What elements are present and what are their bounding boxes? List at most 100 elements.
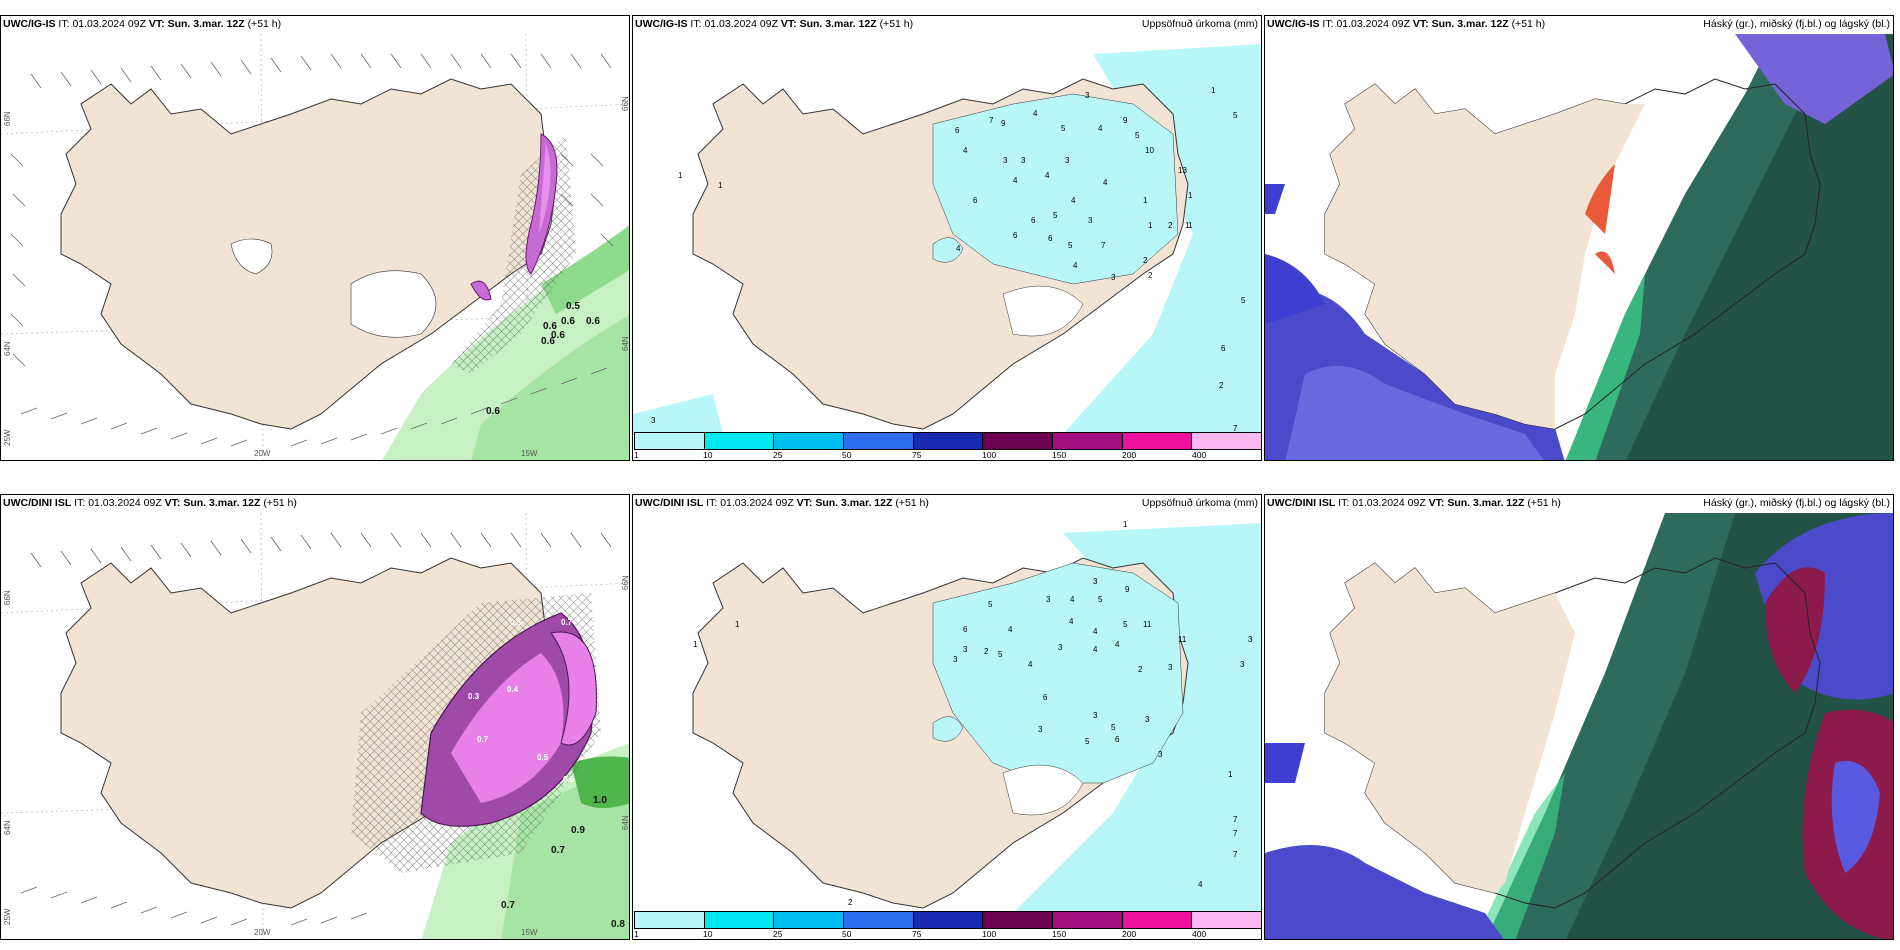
colorbar-label: 50	[842, 929, 852, 939]
lon-label: 20W	[254, 928, 271, 937]
colorbar-label: 25	[773, 929, 783, 939]
precip-value: 2	[1138, 665, 1143, 674]
precip-value: 1	[1188, 191, 1193, 200]
precip-value: 5	[1135, 131, 1140, 140]
lat-label: 66N	[621, 96, 630, 111]
precip-value: 2	[1219, 381, 1224, 390]
panel-ig-wind: UWC/IG-IS IT: 01.03.2024 09Z VT: Sun. 3.…	[0, 15, 630, 461]
lat-label: 64N	[621, 336, 630, 351]
colorbar-label: 75	[912, 450, 922, 460]
precip-value: 3	[1093, 577, 1098, 586]
precip-value: 2	[984, 647, 989, 656]
value-label: 0.3	[468, 692, 480, 701]
value-label: 0.6	[586, 316, 600, 327]
panel-dini-precip: UWC/DINI ISL IT: 01.03.2024 09Z VT: Sun.…	[632, 494, 1262, 940]
precip-value: 1	[1211, 86, 1216, 95]
precip-value: 5	[1053, 211, 1058, 220]
iceland-land	[60, 557, 557, 909]
precip-value: 4	[1069, 617, 1074, 626]
colorbar-label: 25	[773, 450, 783, 460]
colorbar: 1 10 25 50 75 100 150 200 400	[633, 432, 1261, 460]
precip-value: 1	[735, 620, 740, 629]
lat-label: 25W	[3, 429, 12, 446]
colorbar-label: 1	[634, 929, 639, 939]
precip-value: 4	[1033, 109, 1038, 118]
precip-value: 6	[1043, 693, 1048, 702]
panel-dini-clouds: UWC/DINI ISL IT: 01.03.2024 09Z VT: Sun.…	[1264, 494, 1894, 940]
colorbar-label: 75	[912, 929, 922, 939]
lat-label: 66N	[621, 575, 630, 590]
precip-value: 3	[1021, 156, 1026, 165]
precip-value: 1	[1228, 770, 1233, 779]
precip-value: 3	[1085, 91, 1090, 100]
lon-label: 15W	[521, 928, 538, 937]
precip-value: 5	[1111, 723, 1116, 732]
panel-ig-clouds: UWC/IG-IS IT: 01.03.2024 09Z VT: Sun. 3.…	[1264, 15, 1894, 461]
colorbar-scale	[634, 911, 1261, 929]
panel-header: UWC/IG-IS IT: 01.03.2024 09Z VT: Sun. 3.…	[3, 18, 282, 30]
precip-value: 13	[1178, 166, 1187, 175]
precip-value: 6	[1115, 735, 1120, 744]
value-label: 0.9	[571, 825, 585, 836]
lon-label: 15W	[521, 449, 538, 458]
panel-header: UWC/DINI ISL IT: 01.03.2024 09Z VT: Sun.…	[1267, 497, 1561, 509]
precip-value: 5	[1123, 620, 1128, 629]
precip-value: 3	[1248, 635, 1253, 644]
precip-value: 1	[1148, 221, 1153, 230]
map-wind-ice	[1, 513, 629, 939]
precip-value: 6	[1031, 216, 1036, 225]
value-label: 0.7	[561, 618, 573, 627]
precip-value: 5	[1061, 124, 1066, 133]
colorbar-label: 10	[703, 929, 713, 939]
precip-value: 9	[1125, 585, 1130, 594]
precip-value: 5	[998, 650, 1003, 659]
precip-value: 3	[1065, 156, 1070, 165]
precip-value: 2	[1168, 221, 1173, 230]
precip-value: 4	[1103, 178, 1108, 187]
precip-value: 7	[1101, 241, 1106, 250]
precip-value: 10	[1145, 146, 1154, 155]
panel-subtitle: Háský (gr.), miðský (fj.bl.) og lágský (…	[1703, 18, 1890, 30]
value-label: 0.7	[551, 845, 565, 856]
precip-value: 1	[1123, 520, 1128, 529]
value-label: 1.0	[593, 795, 607, 806]
precip-value: 3	[1093, 711, 1098, 720]
colorbar-label: 400	[1192, 929, 1207, 939]
precip-value: 1	[718, 181, 723, 190]
precip-value: 4	[1071, 196, 1076, 205]
lat-label: 64N	[621, 815, 630, 830]
precip-value: 3	[1038, 725, 1043, 734]
precip-value: 4	[1070, 595, 1075, 604]
precip-value: 4	[1008, 625, 1013, 634]
panel-subtitle: Háský (gr.), miðský (fj.bl.) og lágský (…	[1703, 497, 1890, 509]
value-label: 0.6	[543, 321, 557, 332]
precip-value: 3	[1058, 643, 1063, 652]
precip-value: 3	[1158, 750, 1163, 759]
panel-subtitle: Uppsöfnuð úrkoma (mm)	[1141, 18, 1258, 30]
value-label: 0.7	[501, 900, 515, 911]
colorbar-label: 100	[982, 929, 997, 939]
map-precip	[633, 44, 1261, 434]
colorbar-label: 400	[1192, 450, 1207, 460]
precip-value: 1	[693, 640, 698, 649]
precip-value: 5	[1233, 111, 1238, 120]
precip-value: 7	[989, 116, 994, 125]
precip-value: 1	[1143, 196, 1148, 205]
precip-value: 11	[1143, 620, 1152, 629]
colorbar-label: 100	[982, 450, 997, 460]
value-label: 0.8	[611, 919, 625, 930]
colorbar: 1 10 25 50 75 100 150 200 400	[633, 911, 1261, 939]
value-label: 0.6	[551, 330, 565, 341]
precip-value: 6	[1221, 344, 1226, 353]
colorbar-label: 150	[1052, 450, 1067, 460]
precip-value: 7	[1233, 829, 1238, 838]
lon-label: 20W	[254, 449, 271, 458]
precip-value: 2	[1148, 271, 1153, 280]
precip-value: 6	[963, 625, 968, 634]
panel-header: UWC/IG-IS IT: 01.03.2024 09Z VT: Sun. 3.…	[635, 18, 914, 30]
panel-ig-precip: UWC/IG-IS IT: 01.03.2024 09Z VT: Sun. 3.…	[632, 15, 1262, 461]
precip-value: 2	[848, 898, 853, 907]
precip-value: 3	[953, 655, 958, 664]
precip-value: 6	[973, 196, 978, 205]
panel-header: UWC/DINI ISL IT: 01.03.2024 09Z VT: Sun.…	[3, 497, 297, 509]
